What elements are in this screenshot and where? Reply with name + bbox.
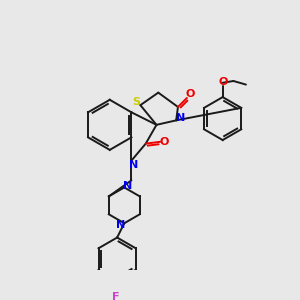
Text: N: N <box>176 113 185 123</box>
Text: F: F <box>112 292 119 300</box>
Text: O: O <box>219 77 228 87</box>
Text: N: N <box>123 181 133 191</box>
Text: S: S <box>132 98 140 107</box>
Text: N: N <box>129 160 138 170</box>
Text: N: N <box>116 220 125 230</box>
Text: O: O <box>160 137 169 147</box>
Text: O: O <box>186 89 195 99</box>
